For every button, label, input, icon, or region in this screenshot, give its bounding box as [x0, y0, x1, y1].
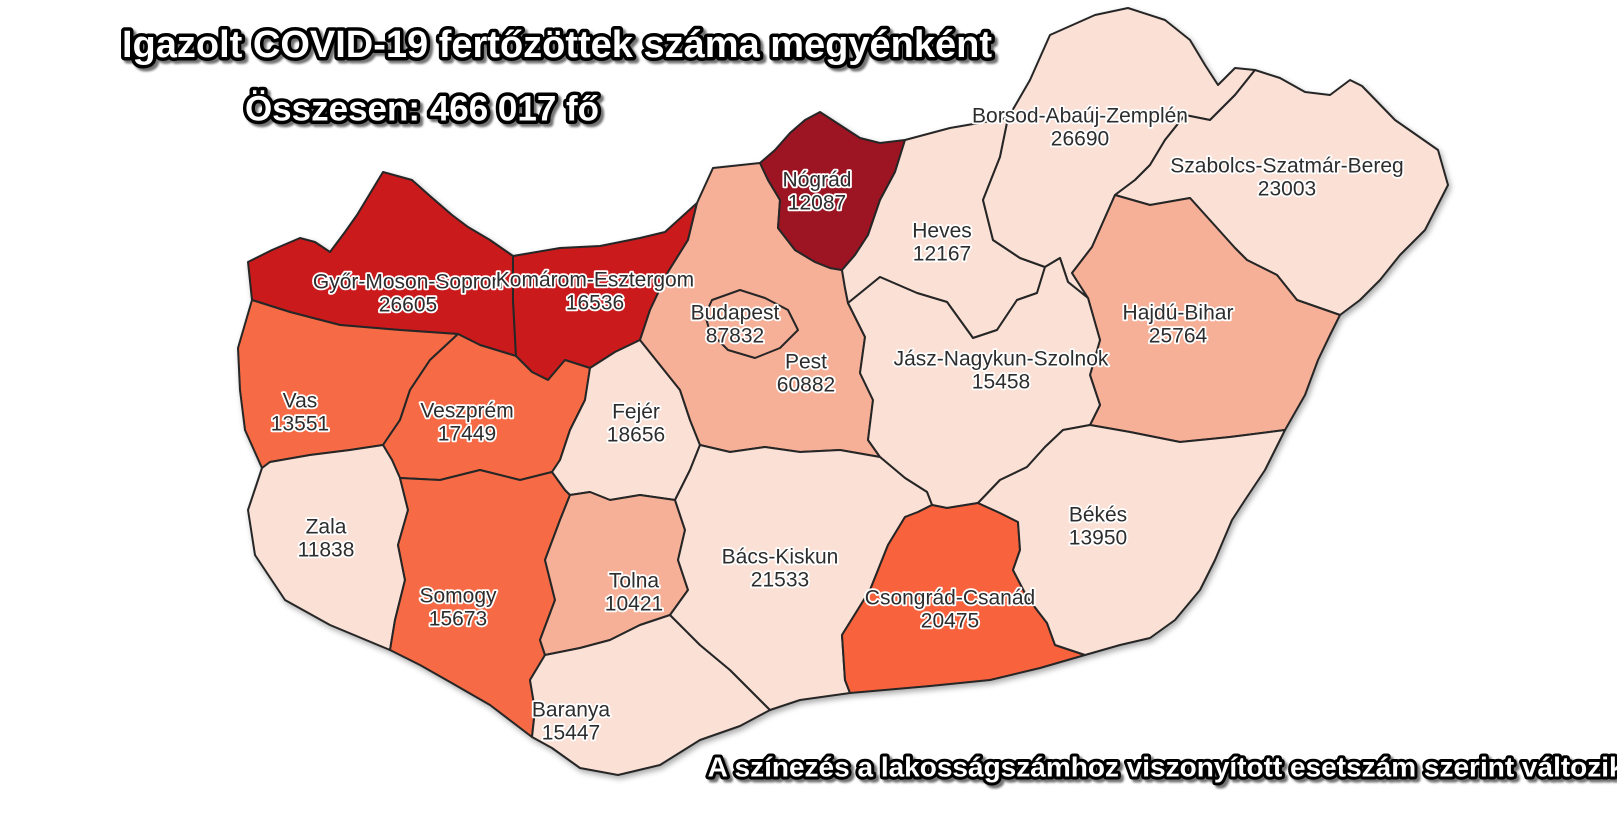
county-value-fejer: 18656 — [607, 424, 665, 447]
county-value-jasz-nagykun-szolnok: 15458 — [972, 371, 1030, 394]
county-label-bekes: Békés — [1069, 504, 1127, 527]
county-value-budapest: 87832 — [706, 325, 764, 348]
county-label-nograd: Nógrád — [783, 169, 852, 192]
county-label-pest: Pest — [785, 351, 827, 374]
county-label-baranya: Baranya — [532, 699, 611, 722]
county-label-gyor-moson-sopron: Győr-Moson-Sopron — [313, 271, 503, 294]
county-value-nograd: 12087 — [788, 192, 846, 215]
county-value-baranya: 15447 — [542, 722, 600, 745]
county-label-budapest: Budapest — [691, 302, 780, 325]
county-value-bacs-kiskun: 21533 — [751, 569, 809, 592]
county-value-vas: 13551 — [271, 413, 329, 436]
county-label-komarom-esztergom: Komárom-Esztergom — [496, 269, 694, 292]
county-value-heves: 12167 — [913, 243, 971, 266]
county-value-tolna: 10421 — [605, 593, 663, 616]
county-value-csongrad-csanad: 20475 — [921, 610, 979, 633]
county-value-somogy: 15673 — [429, 608, 487, 631]
county-label-fejer: Fejér — [612, 401, 660, 424]
county-value-bekes: 13950 — [1069, 527, 1127, 550]
county-label-zala: Zala — [306, 516, 347, 539]
county-label-somogy: Somogy — [419, 585, 497, 608]
county-value-hajdu-bihar: 25764 — [1149, 325, 1208, 348]
county-shapes-group — [237, 7, 1449, 776]
county-shape-budapest — [704, 289, 799, 359]
county-label-szabolcs-szatmar-bereg: Szabolcs-Szatmár-Bereg — [1170, 155, 1403, 178]
total-count-subtitle: Összesen: 466 017 fő — [245, 89, 599, 128]
county-value-zala: 11838 — [298, 539, 355, 562]
county-label-borsod-abauj-zemplen: Borsod-Abaúj-Zemplén — [972, 105, 1188, 128]
county-label-vas: Vas — [283, 390, 318, 413]
county-label-hajdu-bihar: Hajdú-Bihar — [1123, 302, 1234, 325]
county-label-tolna: Tolna — [609, 570, 660, 593]
county-shape-baranya — [529, 614, 771, 776]
page-title: Igazolt COVID-19 fertőzöttek száma megyé… — [122, 24, 992, 66]
county-label-bacs-kiskun: Bács-Kiskun — [722, 546, 839, 569]
county-label-jasz-nagykun-szolnok: Jász-Nagykun-Szolnok — [894, 348, 1109, 371]
county-shape-bekes — [977, 424, 1286, 656]
county-label-csongrad-csanad: Csongrád-Csanád — [865, 587, 1035, 610]
county-value-pest: 60882 — [777, 374, 835, 397]
county-labels-group: Győr-Moson-Sopron 26605 Komárom-Esztergo… — [269, 103, 1406, 747]
county-label-heves: Heves — [912, 220, 972, 243]
county-value-szabolcs-szatmar-bereg: 23003 — [1258, 178, 1316, 201]
county-value-komarom-esztergom: 16536 — [566, 292, 624, 315]
color-scale-footnote: A színezés a lakosságszámhoz viszonyítot… — [708, 751, 1617, 782]
county-value-veszprem: 17449 — [438, 423, 496, 446]
county-value-borsod-abauj-zemplen: 26690 — [1051, 128, 1109, 151]
county-label-veszprem: Veszprém — [420, 400, 513, 423]
county-value-gyor-moson-sopron: 26605 — [379, 294, 437, 317]
